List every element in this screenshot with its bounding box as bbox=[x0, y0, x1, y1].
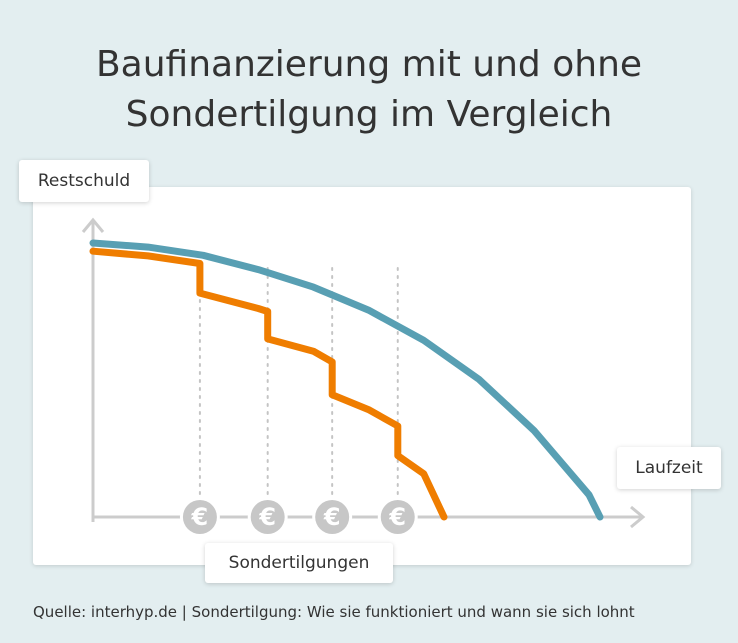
euro-symbol: € bbox=[323, 503, 341, 531]
y-axis-arrow bbox=[81, 217, 105, 233]
euro-icon bbox=[315, 500, 350, 534]
euro-icon bbox=[380, 500, 415, 534]
euro-symbol: € bbox=[191, 503, 209, 531]
title-line-1: Baufinanzierung mit und ohne bbox=[95, 44, 643, 85]
x-axis-label: Laufzeit bbox=[617, 447, 721, 489]
euro-symbol: € bbox=[388, 503, 406, 531]
series-line-with bbox=[89, 247, 448, 521]
source-caption: Quelle: interhyp.de | Sondertilgung: Wie… bbox=[33, 603, 635, 621]
series-line-without bbox=[89, 239, 604, 521]
title-line-2: Sondertilgung im Vergleich bbox=[125, 94, 613, 135]
euro-icon bbox=[182, 500, 217, 534]
sondertilgungen-label: Sondertilgungen bbox=[205, 543, 393, 583]
euro-symbol: € bbox=[258, 503, 276, 531]
chart-title: Baufinanzierung mit und ohne Sondertilgu… bbox=[0, 40, 738, 140]
euro-icon bbox=[250, 500, 285, 534]
y-axis-label: Restschuld bbox=[19, 160, 149, 202]
x-axis-arrow bbox=[630, 505, 646, 529]
